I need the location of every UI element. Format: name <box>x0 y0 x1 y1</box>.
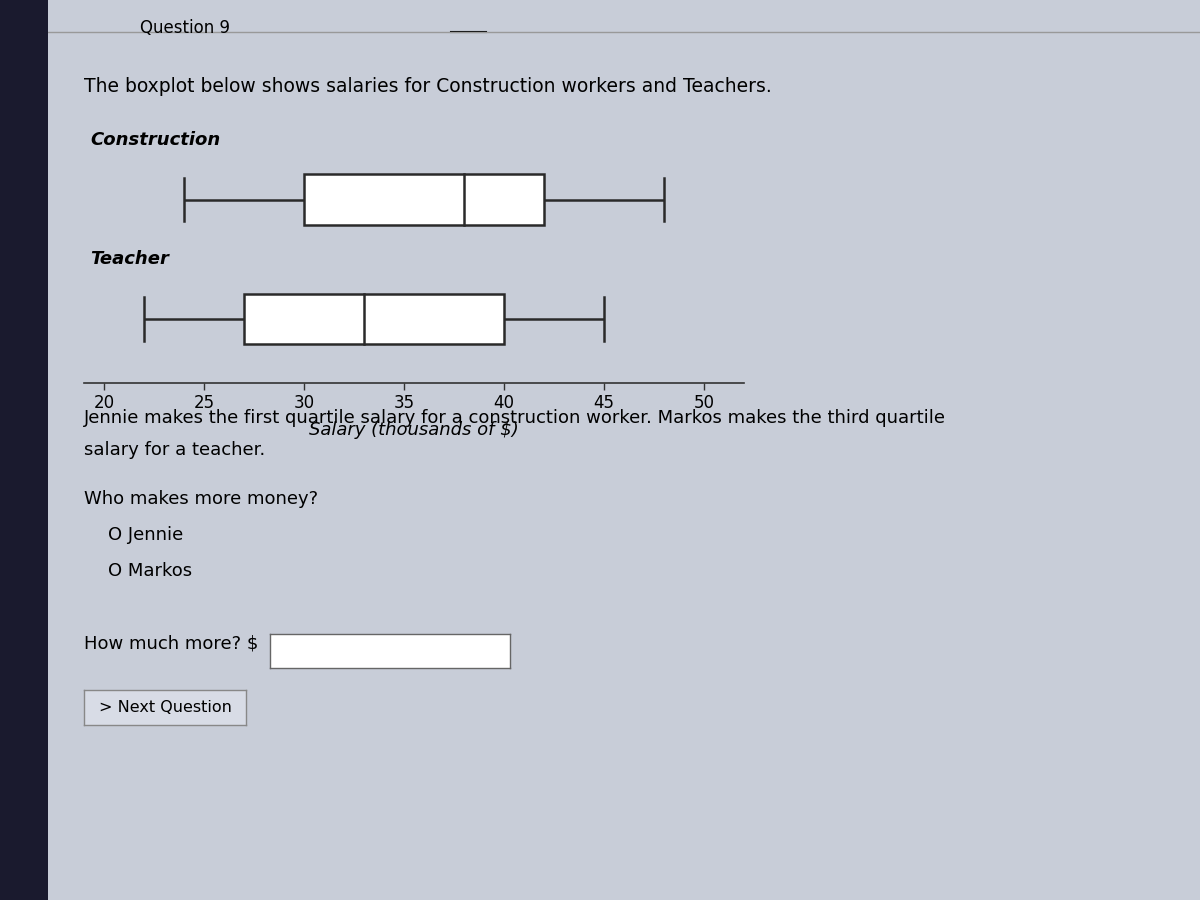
Text: > Next Question: > Next Question <box>98 700 232 715</box>
Text: Teacher: Teacher <box>90 250 169 268</box>
Bar <box>304 175 544 225</box>
X-axis label: Salary (thousands of $): Salary (thousands of $) <box>310 420 518 438</box>
Text: The boxplot below shows salaries for Construction workers and Teachers.: The boxplot below shows salaries for Con… <box>84 76 772 95</box>
Text: How much more? $: How much more? $ <box>84 634 258 652</box>
Text: O Jennie: O Jennie <box>108 526 184 544</box>
Text: Construction: Construction <box>90 131 221 149</box>
Text: salary for a teacher.: salary for a teacher. <box>84 441 265 459</box>
Text: Who makes more money?: Who makes more money? <box>84 491 318 508</box>
Text: O Markos: O Markos <box>108 562 192 580</box>
Text: Question 9: Question 9 <box>140 20 230 37</box>
Text: Jennie makes the first quartile salary for a construction worker. Markos makes t: Jennie makes the first quartile salary f… <box>84 410 946 427</box>
Bar <box>244 293 504 345</box>
